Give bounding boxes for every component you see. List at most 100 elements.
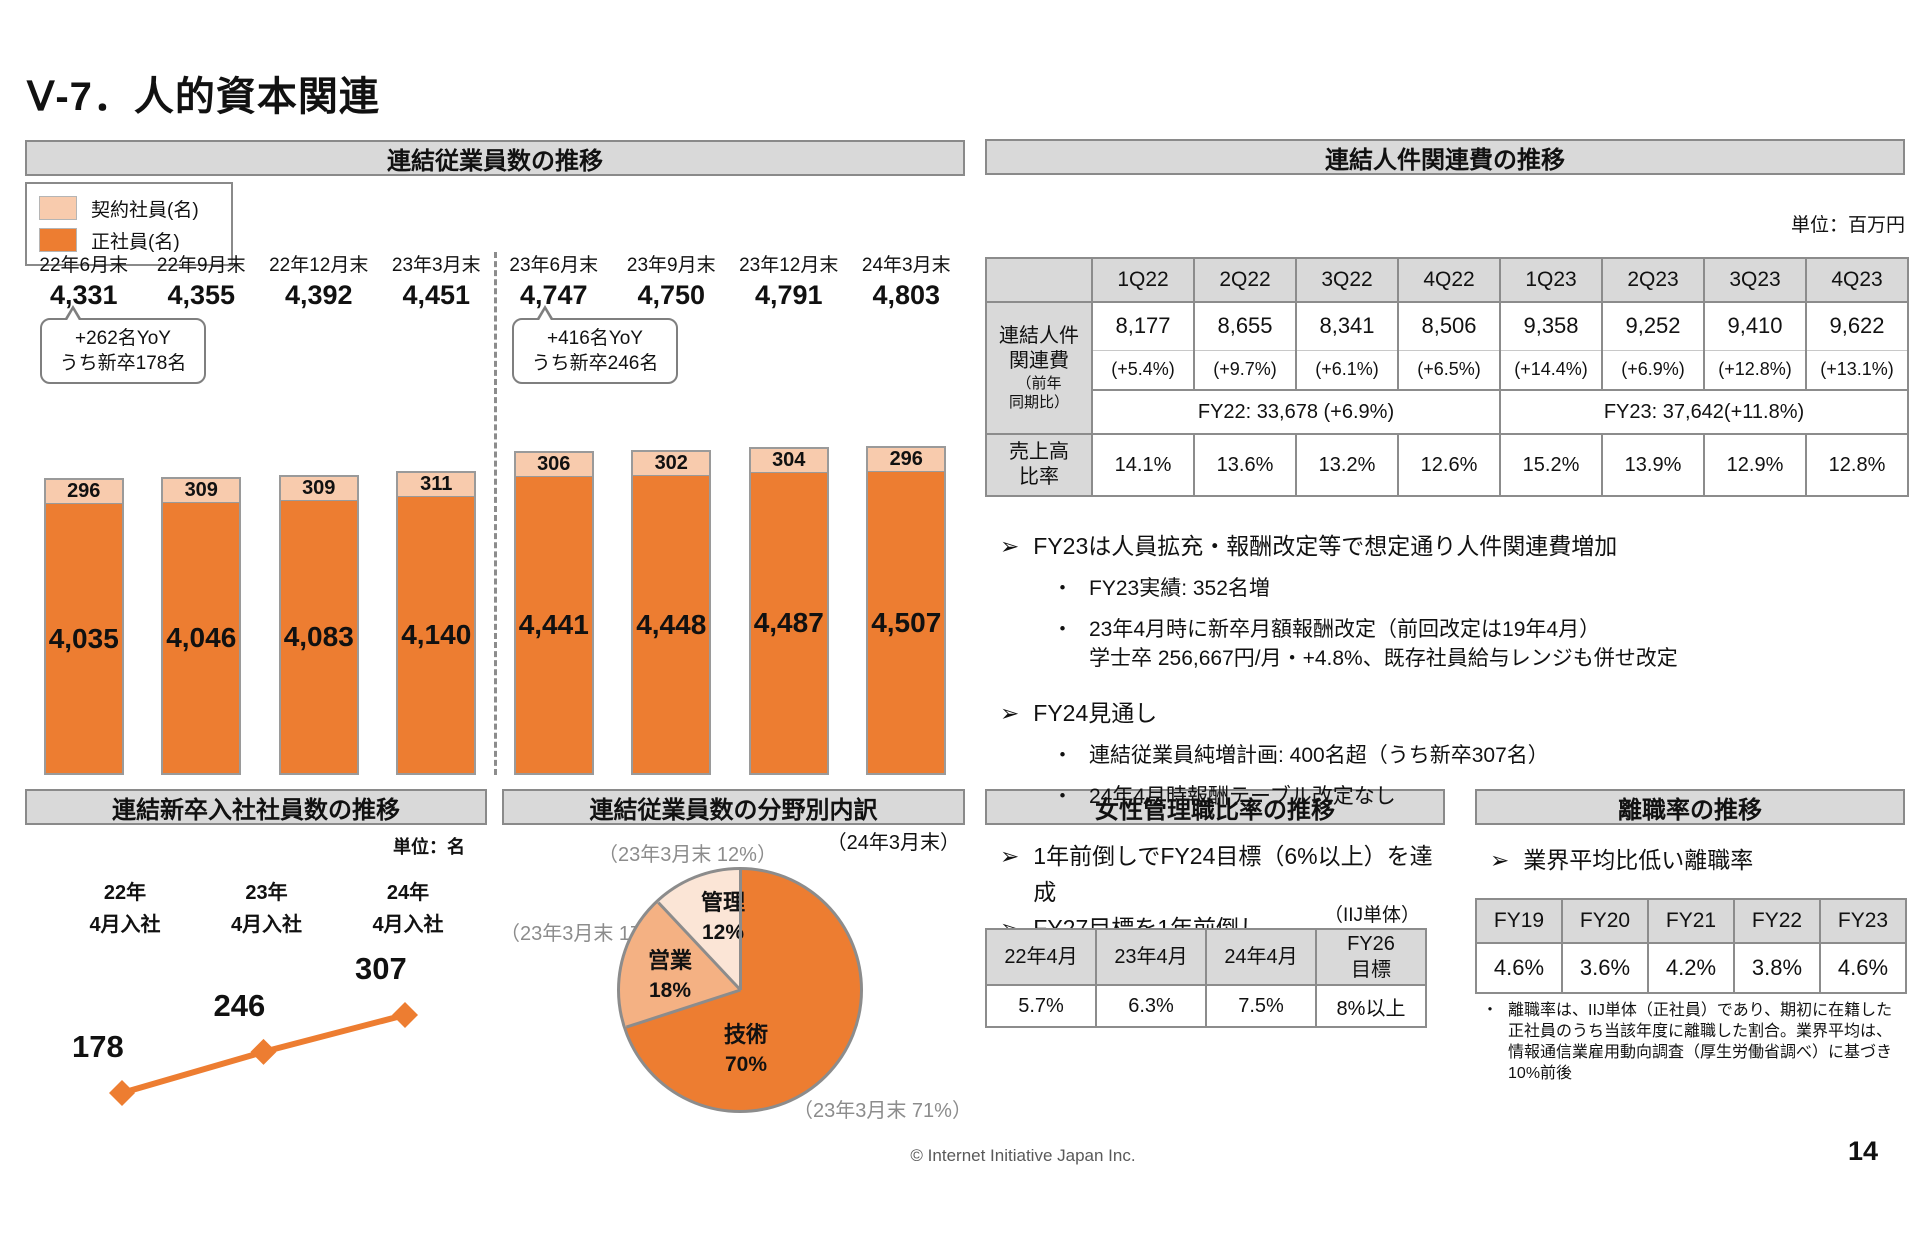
- cost-value-cell: 8,506: [1397, 301, 1501, 351]
- sales-ratio-cell: 12.6%: [1397, 433, 1501, 497]
- bar-category-label: 23年6月末: [509, 255, 599, 276]
- turnover-value-cell: 4.6%: [1475, 942, 1563, 994]
- turnover-value-cell: 3.8%: [1733, 942, 1821, 994]
- turnover-header-cell: FY21: [1647, 898, 1735, 944]
- copyright-footer: © Internet Initiative Japan Inc.: [910, 1146, 1136, 1165]
- bar-column: 23年6月末 4,747 306 4,441: [495, 250, 613, 775]
- quarter-header-cell: 3Q22: [1295, 257, 1399, 303]
- callout-fy23: +416名YoY うち新卒246名: [512, 305, 678, 384]
- female-header-cell: 22年4月: [985, 928, 1097, 986]
- note-body: FY23実績: 352名増: [1089, 574, 1270, 603]
- bar-segment-contract: 296: [866, 446, 947, 472]
- note-level1: ➢ FY23は人員拡充・報酬改定等で想定通り人件関連費増加: [1000, 530, 1905, 562]
- line-value-label: 246: [213, 987, 266, 1023]
- female-managers-table: 22年4月 23年4月 24年4月 FY26 目標 5.7% 6.3% 7.5% 8%以上: [985, 928, 1427, 1028]
- bar-segment-regular: 4,507: [866, 472, 947, 775]
- bar-column: 23年3月末 4,451 311 4,140: [378, 250, 496, 775]
- turnover-footnote: ・ 離職率は、IIJ単体（正社員）であり、期初に在籍した正社員のうち当該年度に離…: [1482, 1000, 1906, 1084]
- fy-summary-cell: FY22: 33,678 (+6.9%): [1091, 389, 1501, 435]
- bar-segment-contract: 309: [161, 477, 242, 503]
- row-label-subline: 同期比）: [1008, 394, 1069, 411]
- pie-slice-name: 管理: [700, 890, 745, 915]
- cost-yoy-cell: (+6.5%): [1397, 349, 1501, 391]
- bar-segment-contract: 311: [396, 471, 477, 497]
- header-line: 24年4月: [1224, 946, 1298, 968]
- female-header-cell: 23年4月: [1095, 928, 1207, 986]
- cost-yoy-cell: (+14.4%): [1499, 349, 1603, 391]
- bar-total-label: 4,750: [637, 280, 706, 310]
- legend-swatch: [39, 196, 77, 220]
- sales-ratio-cell: 15.2%: [1499, 433, 1603, 497]
- diamond-marker: [109, 1080, 135, 1106]
- note-level2: ・連結従業員純増計画: 400名超（うち新卒307名）: [1052, 741, 1905, 770]
- note-level2: ・ 23年4月時に新卒月額報酬改定（前回改定は19年4月） 学士卒 256,667円…: [1052, 615, 1905, 673]
- bar-total-label: 4,355: [167, 280, 236, 310]
- fiscal-year-divider: [494, 252, 497, 775]
- cost-value-cell: 8,177: [1091, 301, 1195, 351]
- note-text: 23年4月時に新卒月額報酬改定（前回改定は19年4月）: [1089, 618, 1601, 641]
- female-value-cell: 5.7%: [985, 984, 1097, 1028]
- pie-slice-label-admin: 管理 12%: [675, 888, 771, 948]
- line-category-line: 4月入社: [89, 914, 161, 936]
- turnover-header-cell: FY20: [1561, 898, 1649, 944]
- note-level2: ・ FY23実績: 352名増: [1052, 574, 1905, 603]
- turnover-bullet-text: 業界平均比低い離職率: [1523, 847, 1754, 873]
- cost-value-cell: 8,341: [1295, 301, 1399, 351]
- pie-prev-tech: （23年3月末 71%）: [793, 1100, 972, 1122]
- bar-segment-regular: 4,487: [748, 473, 829, 775]
- diamond-marker: [392, 1001, 418, 1028]
- turnover-value-cell: 4.2%: [1647, 942, 1735, 994]
- stacked-bar: 296 4,035: [43, 478, 124, 775]
- section-header-field-breakdown: 連結従業員数の分野別内訳: [502, 789, 965, 825]
- unit-note-persons: 単位：名: [393, 837, 465, 857]
- bar-category-label: 22年9月末: [156, 255, 246, 276]
- pie-slice-label-sales: 営業 18%: [622, 946, 718, 1006]
- bar-column: 22年6月末 4,331 296 4,035: [25, 250, 143, 775]
- note-text: 24年4月時報酬テーブル改定なし: [1089, 785, 1396, 808]
- note-body: 連結従業員純増計画: 400名超（うち新卒307名）: [1089, 741, 1549, 770]
- cost-yoy-cell: (+12.8%): [1703, 349, 1807, 391]
- stacked-bar: 309 4,083: [278, 475, 359, 775]
- bar-segment-contract: 302: [631, 450, 712, 476]
- cost-yoy-cell: (+9.7%): [1193, 349, 1297, 391]
- row-label-subline: （前年: [1016, 375, 1062, 392]
- bar-column: 23年9月末 4,750 302 4,448: [613, 250, 731, 775]
- pie-slice-name: 営業: [647, 948, 692, 973]
- line-value-label: 178: [72, 1029, 124, 1064]
- pie-divider-line: [738, 870, 742, 990]
- line-category-line: 4月入社: [230, 914, 303, 936]
- dot-bullet-icon: ・: [1052, 744, 1073, 767]
- line-value-label: 307: [355, 950, 407, 986]
- note-level2: ・ 24年4月時報酬テーブル改定なし: [1052, 782, 1905, 811]
- bar-category-label: 23年9月末: [626, 255, 716, 276]
- section-header-turnover: 離職率の推移: [1475, 789, 1905, 825]
- bar-total-label: 4,392: [284, 280, 353, 310]
- note-text: 学士卒 256,667円/月・+4.8%、既存社員給与レンジも併せ改定: [1089, 647, 1678, 670]
- line-category-line: 22年: [103, 882, 147, 904]
- row-label-line: 売上高: [1009, 441, 1069, 463]
- arrow-bullet-icon: ➢: [1000, 700, 1020, 726]
- header-line: 目標: [1351, 959, 1391, 981]
- pie-prev-admin: （23年3月末 12%）: [598, 844, 777, 866]
- stacked-bar: 304 4,487: [748, 447, 829, 775]
- dot-bullet-icon: ・: [1052, 785, 1073, 808]
- note-body: 24年4月時報酬テーブル改定なし: [1089, 782, 1396, 811]
- note-level1: ➢ FY24見通し: [1000, 697, 1905, 729]
- cost-yoy-cell: (+5.4%): [1091, 349, 1195, 391]
- quarter-header-cell: 4Q23: [1805, 257, 1909, 303]
- dot-bullet-icon: ・: [1482, 1002, 1499, 1019]
- quarter-header-cell: 2Q22: [1193, 257, 1297, 303]
- legend-label: 正社員(名): [91, 231, 180, 253]
- employees-bar-chart: 22年6月末 4,331 296 4,035 22年9月末 4,355 309 4,046 22…: [25, 250, 965, 775]
- bar-segment-regular: 4,140: [396, 497, 477, 775]
- arrow-bullet-icon: ➢: [1000, 533, 1020, 559]
- quarter-header-cell: 4Q22: [1397, 257, 1501, 303]
- personnel-cost-table: 1Q22 2Q22 3Q22 4Q22 1Q23 2Q23 3Q23 4Q23 連結人件 関連…: [985, 257, 1909, 497]
- cost-value-cell: 9,410: [1703, 301, 1807, 351]
- quarter-header-cell: 3Q23: [1703, 257, 1807, 303]
- bar-category-label: 22年12月末: [269, 255, 369, 276]
- section-header-personnel-cost: 連結人件関連費の推移: [985, 139, 1905, 175]
- bar-category-label: 22年6月末: [39, 255, 129, 276]
- turnover-table: FY19 FY20 FY21 FY22 FY23 4.6% 3.6% 4.2% 3.8% 4.6%: [1475, 898, 1907, 994]
- row-label-line: 比率: [1019, 466, 1059, 488]
